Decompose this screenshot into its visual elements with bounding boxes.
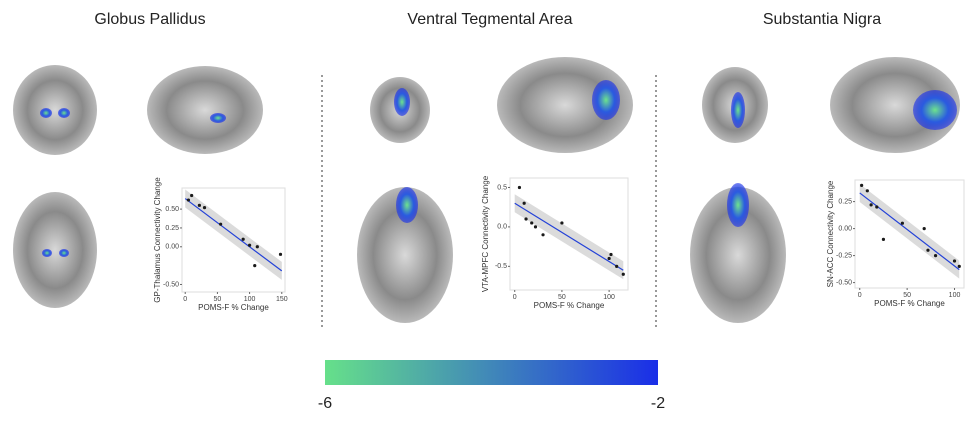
figure: Globus Pallidus0.500.250.00-0.5005010015… bbox=[0, 0, 967, 416]
point bbox=[534, 225, 537, 228]
point bbox=[870, 203, 873, 206]
point bbox=[958, 265, 961, 268]
colorbar-label: -2 bbox=[651, 395, 665, 412]
point bbox=[279, 253, 282, 256]
x-tick-label: 0 bbox=[183, 296, 187, 303]
point bbox=[253, 264, 256, 267]
point bbox=[866, 189, 869, 192]
y-tick-label: 0.0 bbox=[497, 224, 507, 231]
point bbox=[256, 245, 259, 248]
x-tick-label: 0 bbox=[858, 292, 862, 299]
x-tick-label: 150 bbox=[276, 296, 288, 303]
point bbox=[530, 221, 533, 224]
y-tick-label: 0.25 bbox=[838, 198, 852, 205]
y-tick-label: 0.00 bbox=[838, 225, 852, 232]
point bbox=[926, 249, 929, 252]
x-axis-label: POMS-F % Change bbox=[534, 301, 605, 310]
point bbox=[187, 198, 190, 201]
x-tick-label: 0 bbox=[513, 294, 517, 301]
point bbox=[518, 186, 521, 189]
point bbox=[524, 217, 527, 220]
y-tick-label: -0.25 bbox=[836, 252, 852, 259]
point bbox=[203, 206, 206, 209]
point bbox=[860, 184, 863, 187]
x-axis-label: POMS-F % Change bbox=[198, 303, 269, 312]
x-tick-label: 100 bbox=[603, 294, 615, 301]
point bbox=[615, 265, 618, 268]
y-tick-label: 0.50 bbox=[165, 206, 179, 213]
page: Globus Pallidus0.500.250.00-0.5005010015… bbox=[0, 0, 967, 421]
point bbox=[198, 204, 201, 207]
y-tick-label: -0.50 bbox=[163, 281, 179, 288]
y-tick-label: 0.00 bbox=[165, 244, 179, 251]
point bbox=[609, 253, 612, 256]
point bbox=[882, 238, 885, 241]
point bbox=[560, 221, 563, 224]
point bbox=[934, 254, 937, 257]
point bbox=[523, 202, 526, 205]
x-tick-label: 50 bbox=[903, 292, 911, 299]
y-axis-label: GP-Thalamus Connectivity Change bbox=[153, 177, 162, 303]
chart-title: Ventral Tegmental Area bbox=[407, 11, 572, 28]
y-tick-label: 0.25 bbox=[165, 225, 179, 232]
point bbox=[875, 205, 878, 208]
point bbox=[608, 257, 611, 260]
point bbox=[190, 194, 193, 197]
y-tick-label: -0.5 bbox=[495, 263, 507, 270]
chart-title: Globus Pallidus bbox=[94, 11, 205, 28]
colorbar-label: -6 bbox=[318, 395, 332, 412]
point bbox=[901, 222, 904, 225]
point bbox=[923, 227, 926, 230]
chart-title: Substantia Nigra bbox=[763, 11, 881, 28]
point bbox=[622, 273, 625, 276]
x-tick-label: 50 bbox=[214, 296, 222, 303]
y-tick-label: -0.50 bbox=[836, 279, 852, 286]
point bbox=[248, 244, 251, 247]
point bbox=[541, 233, 544, 236]
colorbar bbox=[325, 360, 658, 385]
y-axis-label: VTA-MPFC Connectivity Change bbox=[481, 175, 490, 292]
x-tick-label: 100 bbox=[244, 296, 256, 303]
point bbox=[242, 238, 245, 241]
x-axis-label: POMS-F % Change bbox=[874, 299, 945, 308]
point bbox=[953, 259, 956, 262]
y-axis-label: SN-ACC Connectivity Change bbox=[826, 180, 835, 287]
point bbox=[219, 223, 222, 226]
y-tick-label: 0.5 bbox=[497, 184, 507, 191]
x-tick-label: 50 bbox=[558, 294, 566, 301]
x-tick-label: 100 bbox=[949, 292, 961, 299]
